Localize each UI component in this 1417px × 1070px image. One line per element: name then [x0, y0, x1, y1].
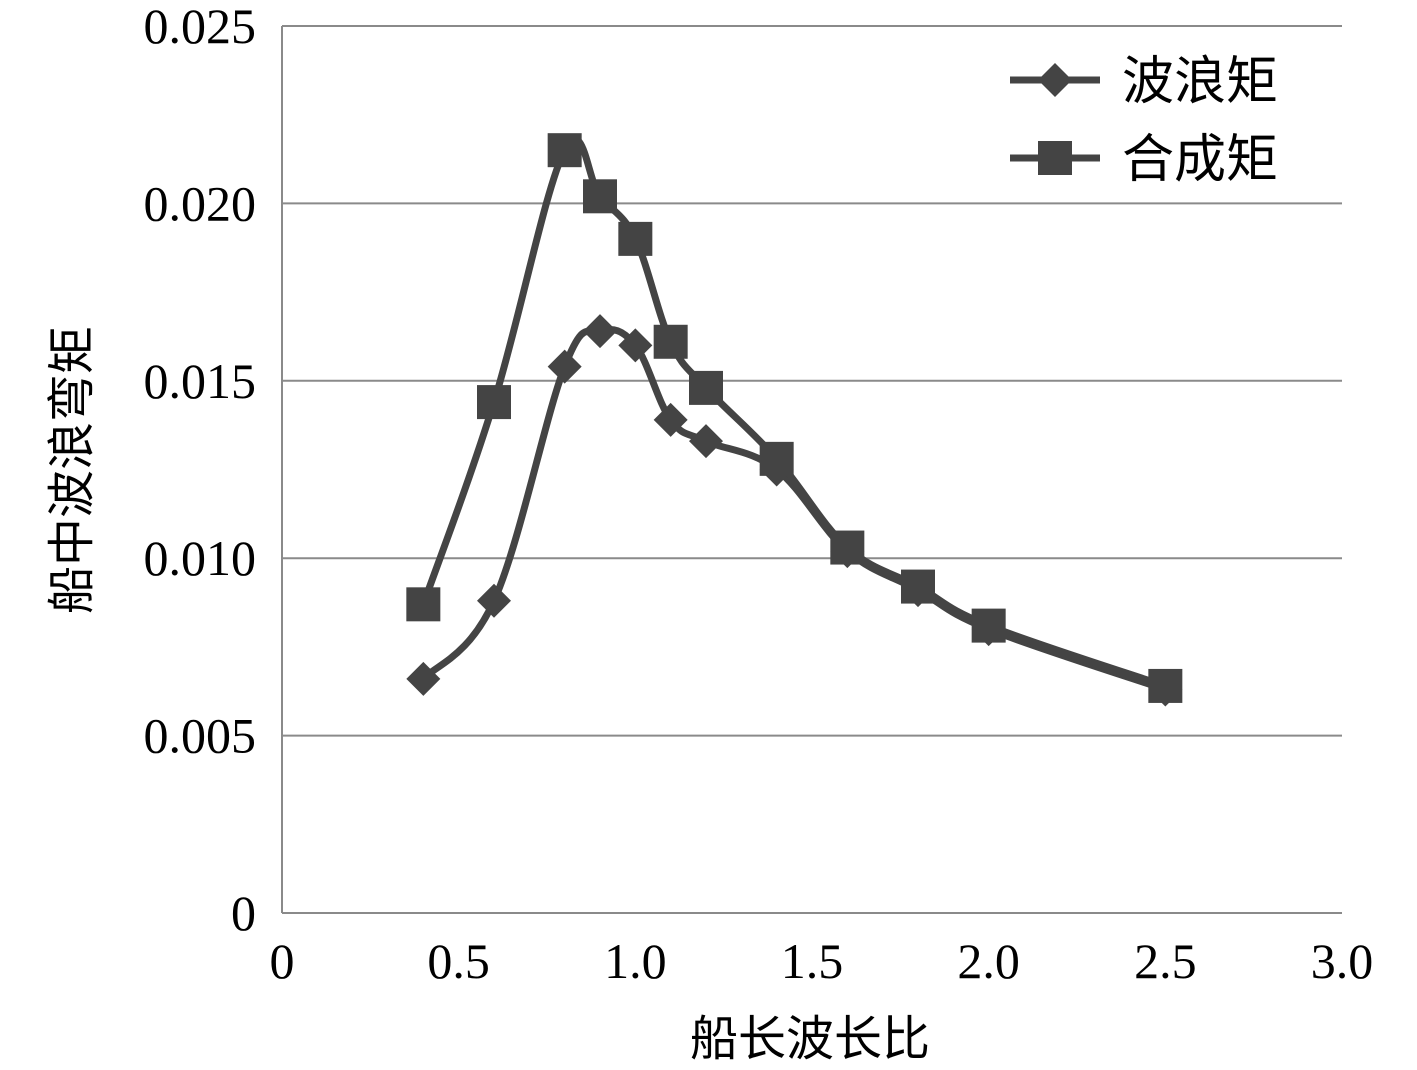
x-tick-labels: 0 0.5 1.0 1.5 2.0 2.5 3.0	[270, 933, 1374, 989]
x-tick-label: 0	[270, 933, 295, 989]
y-tick-label: 0	[231, 885, 256, 941]
legend-item: 波浪矩	[1010, 52, 1278, 112]
data-point-square	[759, 441, 794, 476]
data-point-diamond	[618, 328, 653, 363]
y-tick-label: 0.020	[144, 175, 257, 231]
data-point-square	[477, 385, 511, 420]
data-point-square	[406, 587, 441, 622]
legend-marker-diamond	[1038, 63, 1072, 97]
data-point-square	[618, 221, 653, 256]
legend-marker-square	[1038, 141, 1072, 175]
legend-item: 合成矩	[1010, 130, 1278, 190]
y-tick-label: 0.015	[144, 353, 257, 409]
y-axis-title: 船中波浪弯矩	[44, 326, 100, 614]
data-point-square	[583, 179, 617, 214]
series-diamond	[406, 314, 1183, 707]
x-tick-label: 1.5	[781, 933, 844, 989]
x-tick-label: 2.0	[957, 933, 1020, 989]
data-point-diamond	[583, 314, 617, 349]
data-point-square	[901, 569, 935, 604]
data-point-diamond	[406, 661, 441, 696]
data-point-diamond	[477, 583, 511, 618]
legend-label: 波浪矩	[1122, 52, 1278, 112]
x-tick-label: 0.5	[427, 933, 490, 989]
data-point-square	[653, 324, 688, 359]
x-tick-label: 3.0	[1311, 933, 1374, 989]
x-tick-label: 2.5	[1134, 933, 1197, 989]
data-point-square	[830, 530, 865, 565]
data-point-square	[1148, 668, 1183, 703]
y-tick-label: 0.010	[144, 530, 257, 586]
axes	[281, 26, 1342, 914]
data-point-diamond	[547, 349, 582, 384]
series-layer	[406, 133, 1183, 707]
data-point-diamond	[689, 424, 723, 459]
y-tick-label: 0.025	[144, 0, 257, 54]
x-tick-label: 1.0	[604, 933, 667, 989]
y-tick-labels: 0 0.005 0.010 0.015 0.020 0.025	[144, 0, 257, 941]
gridlines	[282, 25, 1342, 737]
series-square	[406, 133, 1183, 703]
series-line-square	[420, 136, 1167, 690]
y-tick-label: 0.005	[144, 708, 257, 764]
legend-label: 合成矩	[1122, 130, 1278, 190]
data-point-square	[689, 370, 723, 405]
x-axis-title: 船长波长比	[690, 1011, 930, 1067]
data-point-square	[547, 133, 582, 168]
data-point-diamond	[653, 402, 688, 437]
data-point-square	[971, 608, 1006, 643]
series-line-diamond	[420, 325, 1167, 693]
